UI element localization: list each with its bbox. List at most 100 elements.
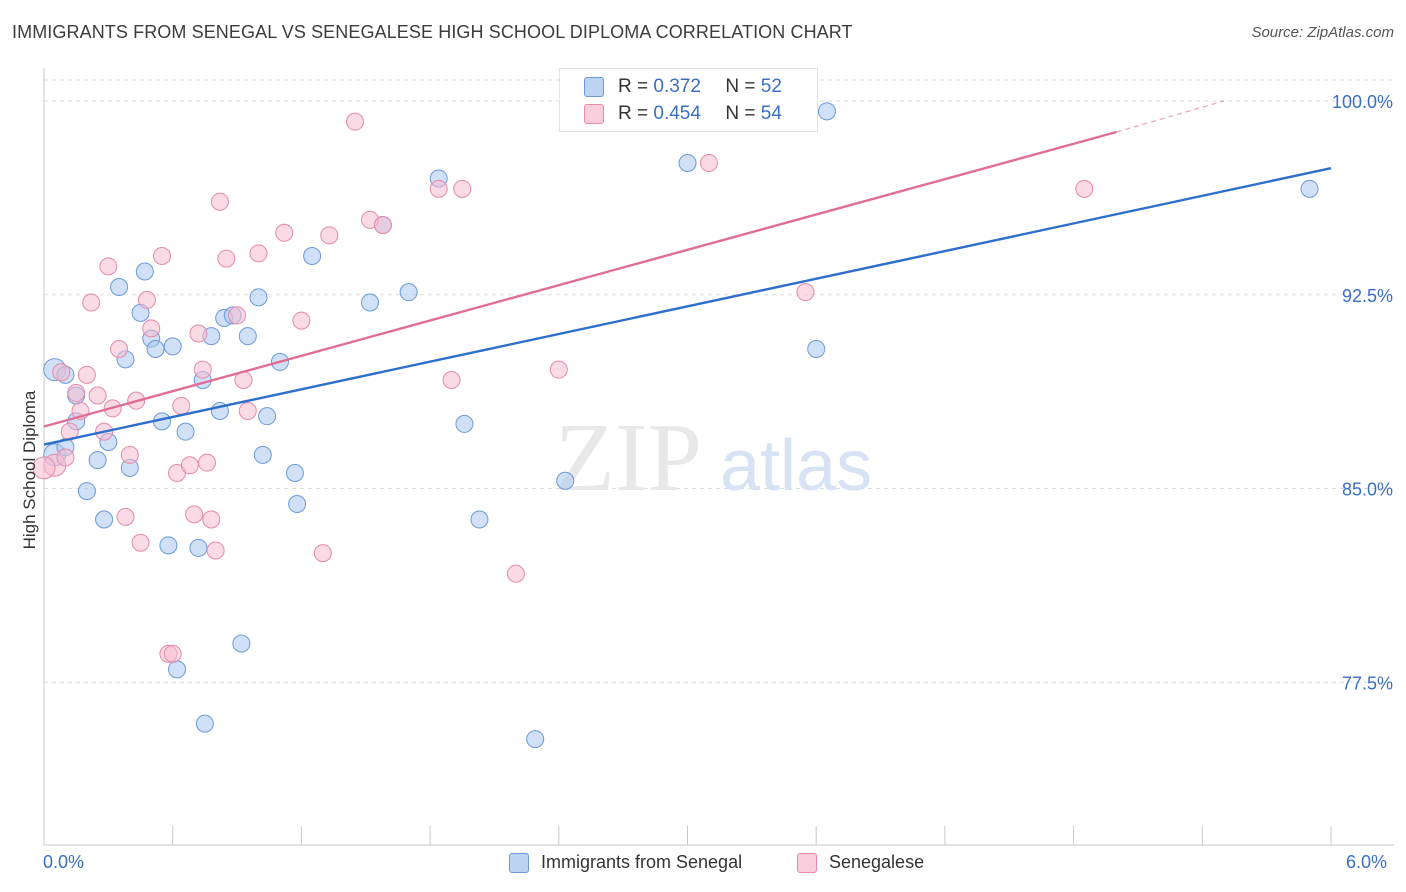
legend-r-label: R = (618, 103, 649, 124)
point-immigrants (238, 327, 257, 346)
point-senegalese (131, 533, 150, 552)
point-immigrants (176, 422, 195, 441)
watermark: ZIP atlas (555, 404, 872, 512)
point-senegalese (110, 340, 129, 358)
point-senegalese (442, 371, 461, 389)
legend-r-value: 0.454 (653, 103, 701, 124)
y-tick-label: 77.5% (1342, 673, 1393, 693)
watermark-zip: ZIP (555, 404, 702, 512)
point-immigrants (146, 340, 165, 358)
y-tick-label: 85.0% (1342, 480, 1393, 500)
point-senegalese (172, 396, 191, 415)
legend-row-pink: R = 0.454 N = 54 (584, 102, 782, 126)
point-senegalese (429, 179, 448, 198)
point-immigrants (95, 510, 114, 529)
y-tick-label: 100.0% (1332, 92, 1393, 112)
point-immigrants (135, 262, 154, 281)
legend-swatch-pink (584, 104, 604, 124)
legend-r-value: 0.372 (653, 76, 701, 97)
legend-swatch-blue (509, 852, 529, 873)
point-senegalese (292, 311, 311, 330)
point-immigrants (678, 154, 697, 172)
point-senegalese (99, 257, 118, 276)
correlation-legend: R = 0.372 N = 52 R = 0.454 N = 54 (559, 68, 818, 132)
point-senegalese (217, 249, 236, 268)
point-senegalese (1075, 179, 1094, 198)
point-senegalese (206, 541, 225, 560)
x-tick-label-min: 0.0% (43, 852, 85, 872)
point-immigrants (361, 293, 380, 312)
point-immigrants (232, 634, 251, 653)
point-senegalese (193, 360, 212, 379)
trend-extension-senegalese (1116, 100, 1224, 133)
legend-swatch-pink (797, 852, 817, 873)
legend-label: Immigrants from Senegal (541, 852, 743, 872)
point-senegalese (796, 283, 815, 302)
point-senegalese (189, 324, 208, 343)
series-legend: Immigrants from Senegal Senegalese (0, 852, 1406, 878)
point-immigrants (1300, 179, 1319, 198)
y-tick-labels: 77.5% 85.0% 92.5% 100.0% (1332, 92, 1393, 693)
data-points (32, 89, 1319, 749)
point-senegalese (152, 247, 171, 265)
point-senegalese (210, 192, 229, 211)
trend-line-immigrants (43, 166, 1332, 446)
point-senegalese (549, 360, 568, 379)
point-immigrants (303, 247, 322, 265)
point-senegalese (346, 112, 365, 131)
trend-lines (43, 100, 1332, 446)
point-senegalese (142, 319, 161, 338)
point-senegalese (180, 456, 199, 475)
legend-label: Senegalese (829, 852, 925, 872)
point-immigrants (455, 414, 474, 433)
legend-n-value: 52 (760, 76, 782, 97)
legend-swatch-blue (584, 77, 604, 97)
point-senegalese (373, 216, 392, 234)
point-senegalese (77, 365, 96, 384)
point-senegalese (202, 510, 221, 529)
legend-n-label: N = (725, 103, 756, 124)
y-tick-label: 92.5% (1342, 286, 1393, 306)
point-immigrants (88, 451, 107, 470)
watermark-atlas: atlas (720, 426, 872, 506)
point-immigrants (470, 510, 489, 529)
point-immigrants (77, 482, 96, 501)
point-immigrants (159, 536, 178, 555)
point-immigrants (195, 714, 214, 733)
axes (43, 68, 1394, 846)
point-senegalese (228, 306, 247, 325)
point-immigrants (285, 464, 304, 482)
point-senegalese (56, 448, 75, 467)
trend-line-senegalese (43, 130, 1117, 428)
legend-item-immigrants[interactable]: Immigrants from Senegal (509, 852, 742, 873)
legend-n-label: N = (725, 76, 756, 97)
point-senegalese (313, 544, 332, 563)
point-immigrants (258, 407, 277, 426)
point-immigrants (817, 102, 836, 121)
point-immigrants (807, 340, 826, 358)
point-immigrants (249, 288, 268, 307)
point-immigrants (110, 278, 129, 296)
point-senegalese (120, 445, 139, 464)
point-senegalese (82, 293, 101, 312)
point-senegalese (198, 453, 217, 472)
legend-item-senegalese[interactable]: Senegalese (797, 852, 924, 873)
point-immigrants (526, 730, 545, 749)
legend-row-blue: R = 0.372 N = 52 (584, 75, 782, 99)
point-immigrants (167, 660, 186, 679)
point-senegalese (185, 505, 204, 524)
point-senegalese (67, 383, 86, 402)
point-senegalese (163, 644, 182, 663)
point-immigrants (556, 471, 575, 490)
point-senegalese (249, 244, 268, 263)
point-senegalese (137, 290, 156, 309)
source-label: Source: ZipAtlas.com (1251, 24, 1394, 41)
chart-title: IMMIGRANTS FROM SENEGAL VS SENEGALESE HI… (12, 22, 853, 42)
point-immigrants (163, 337, 182, 356)
y-axis-label: High School Diploma (20, 390, 39, 550)
point-immigrants (189, 538, 208, 557)
legend-n-value: 54 (760, 103, 782, 124)
point-immigrants (399, 283, 418, 302)
x-tick-label-max: 6.0% (1346, 852, 1388, 872)
point-senegalese (52, 363, 71, 382)
